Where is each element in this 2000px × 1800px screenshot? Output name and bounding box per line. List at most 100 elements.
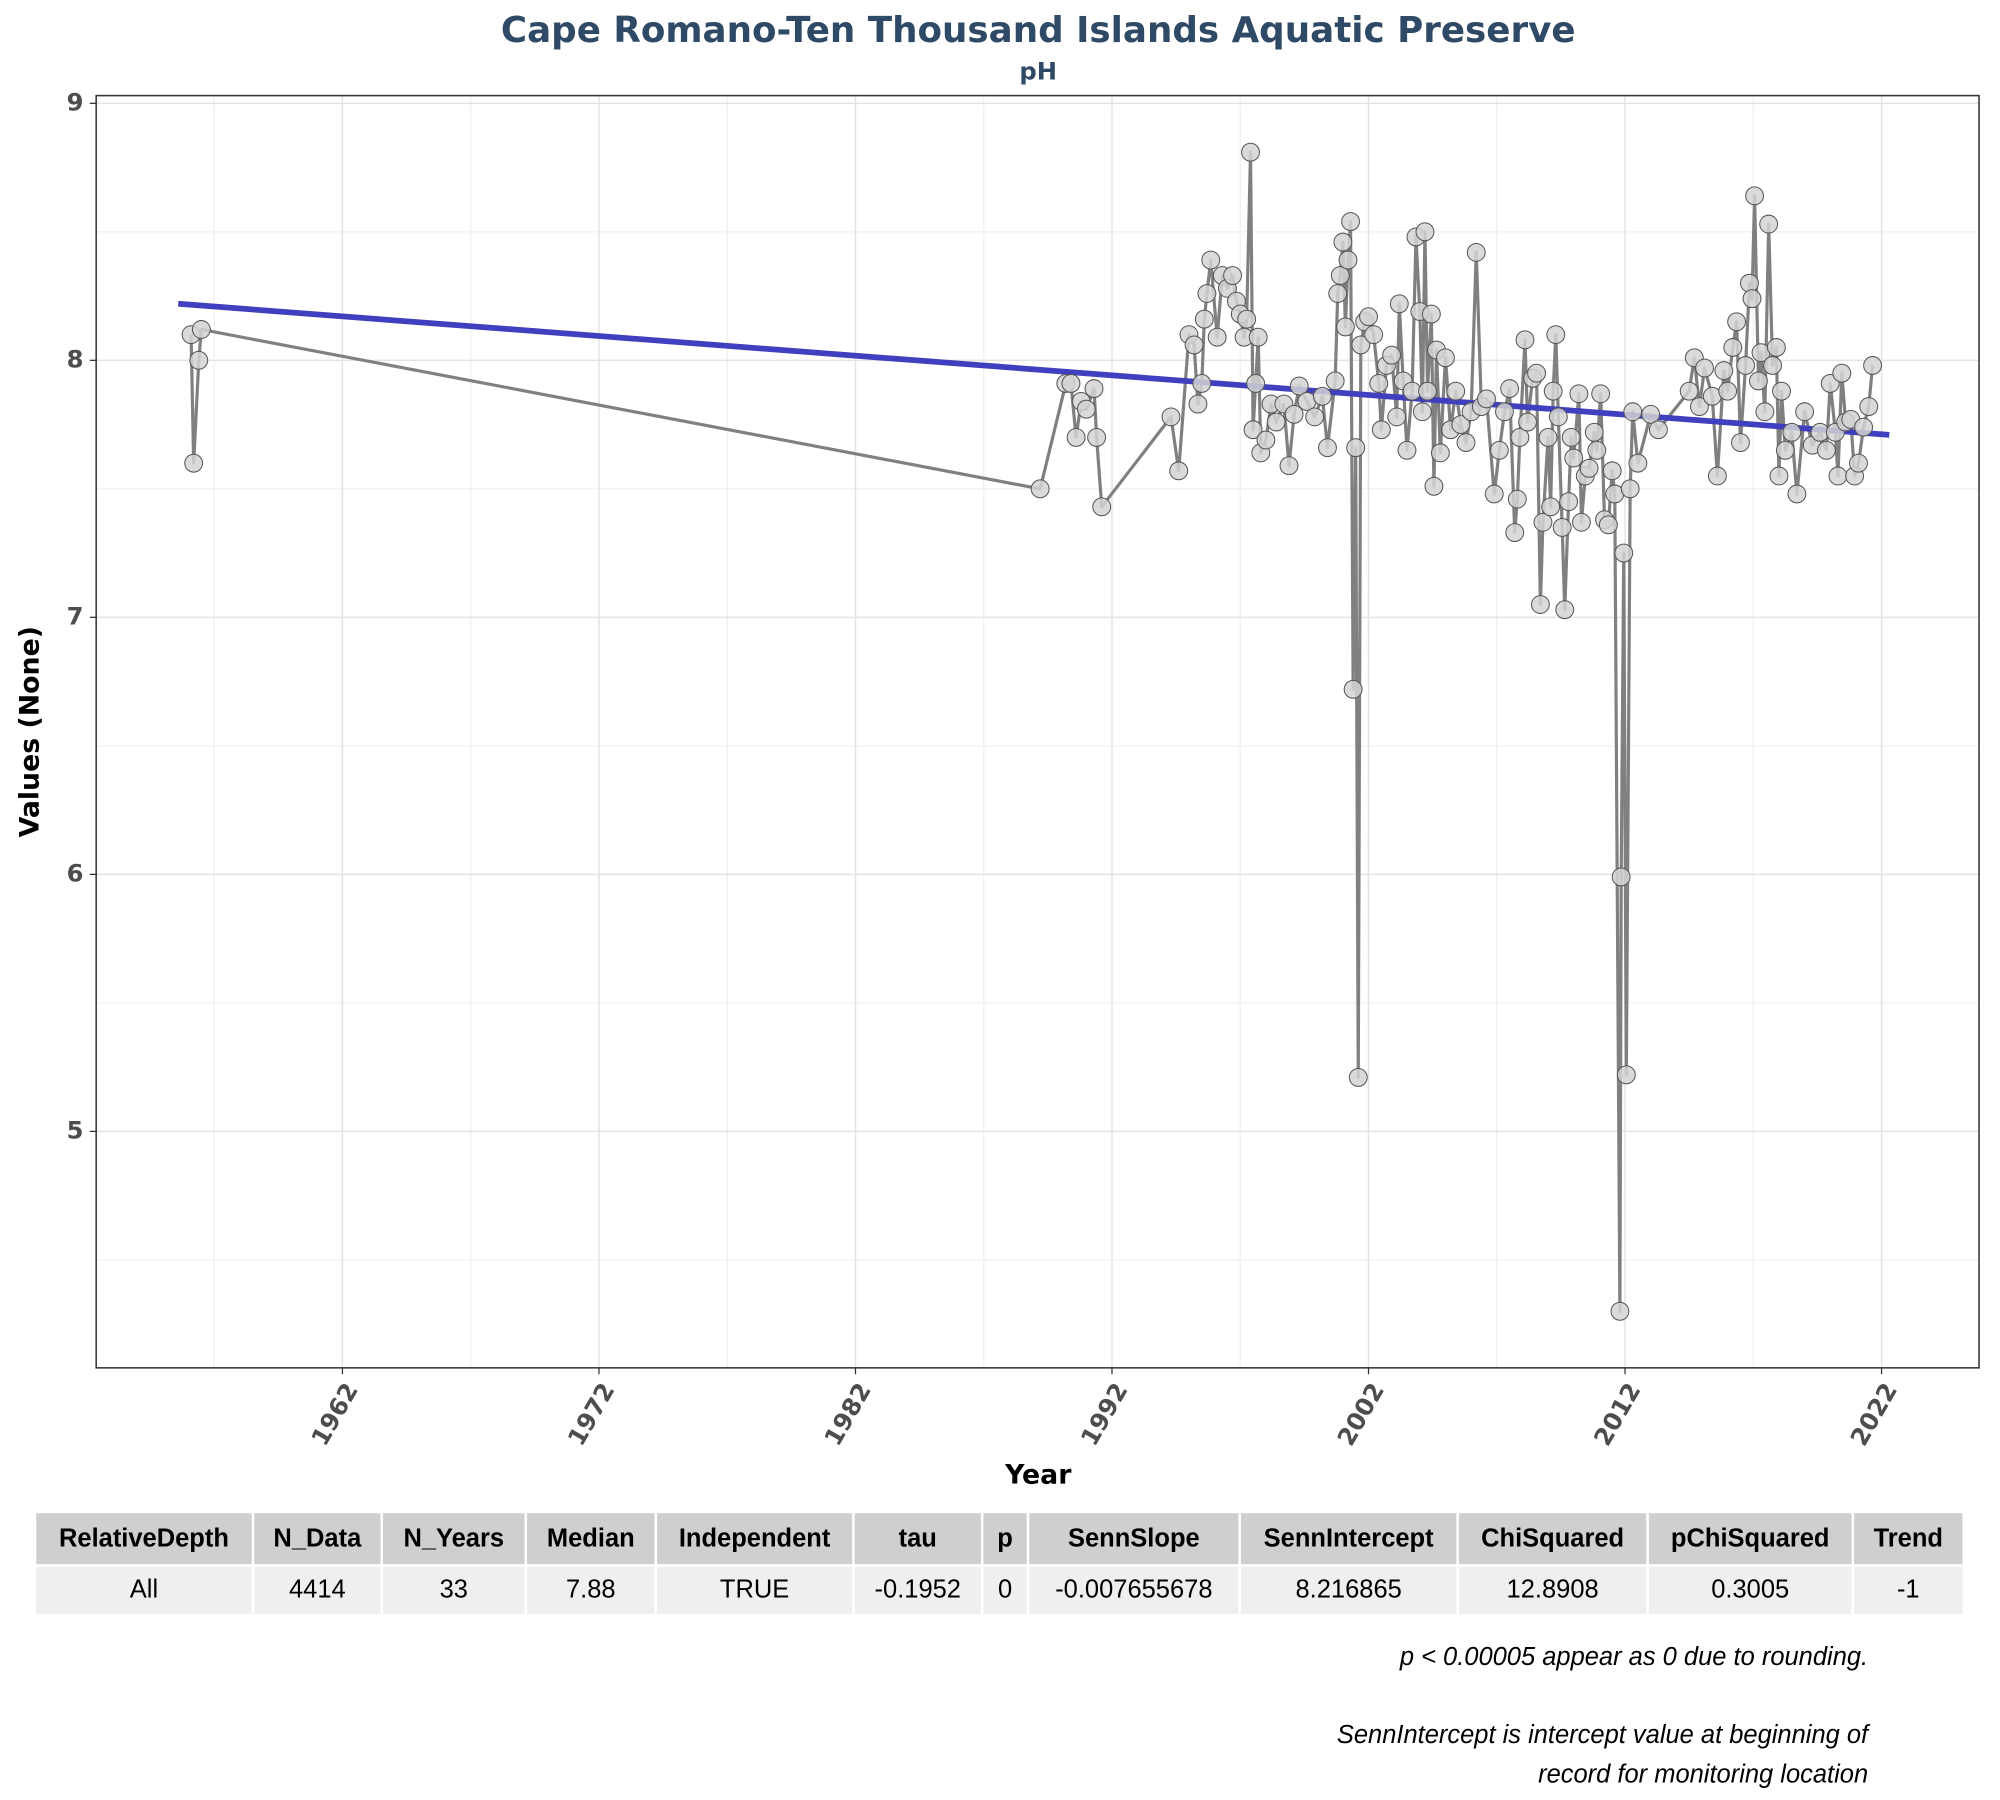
table-cell [657, 1566, 853, 1614]
data-point [1679, 381, 1699, 401]
data-point [1616, 1065, 1636, 1085]
data-point [1628, 453, 1648, 473]
data-point [1325, 371, 1345, 391]
data-point [1341, 212, 1360, 231]
cell-text: TRUE [720, 1576, 789, 1604]
data-point [1816, 440, 1836, 460]
data-point [1755, 402, 1775, 422]
header-cell [254, 1513, 381, 1565]
data-point [191, 320, 211, 339]
data-point [1859, 397, 1879, 417]
data-point [1740, 273, 1759, 293]
cell-text: -0.1952 [875, 1576, 961, 1604]
table-cell [1240, 1566, 1457, 1614]
data-point [1424, 476, 1444, 496]
cell-text: 0 [998, 1576, 1012, 1604]
data-point [1248, 327, 1268, 347]
table-cell [983, 1566, 1027, 1614]
data-point [1489, 440, 1509, 460]
data-point [1543, 381, 1563, 401]
data-point [1389, 294, 1409, 314]
header-cell [657, 1513, 853, 1565]
y-axis-label: Values (None) [15, 626, 46, 837]
data-point [1602, 461, 1622, 481]
data-point [1707, 466, 1727, 486]
data-point [1415, 222, 1435, 242]
trend-line [178, 300, 1890, 438]
data-point [1495, 402, 1514, 422]
footnote: p < 0.00005 appear as 0 due to rounding. [1399, 1643, 1868, 1671]
data-point [1328, 284, 1348, 303]
data-point [1371, 420, 1391, 440]
data-point [1527, 363, 1546, 383]
table-cell [1648, 1566, 1852, 1614]
data-point [1456, 433, 1476, 453]
data-point [189, 350, 209, 370]
data-point [1584, 422, 1604, 442]
data-point [1507, 489, 1527, 509]
header-cell [36, 1513, 252, 1565]
data-point [1559, 492, 1579, 512]
cell-text: 7.88 [566, 1576, 616, 1604]
data-point [1775, 440, 1795, 460]
data-point [1555, 600, 1575, 620]
data-point [1718, 381, 1738, 401]
data-point [1530, 595, 1550, 614]
data-point [1772, 381, 1791, 401]
data-point [1538, 428, 1558, 447]
header-label: Trend [1874, 1525, 1943, 1553]
data-point [1387, 407, 1407, 427]
header-cell [1648, 1513, 1852, 1565]
data-point [1207, 327, 1227, 347]
data-point [1748, 371, 1768, 391]
data-point [1723, 338, 1743, 357]
data-point [1510, 428, 1530, 447]
header-cell [1458, 1513, 1647, 1565]
data-point [1256, 430, 1276, 450]
y-tick-label: 7 [67, 602, 84, 630]
header-cell [1029, 1513, 1239, 1565]
data-point [1312, 386, 1332, 406]
data-point [1561, 428, 1581, 447]
header-label: RelativeDepth [59, 1525, 229, 1553]
header-label: ChiSquared [1481, 1525, 1624, 1553]
data-point [1695, 358, 1714, 378]
footnote: SennIntercept is intercept value at begi… [1337, 1721, 1871, 1749]
header-cell [383, 1513, 525, 1565]
data-point [1477, 389, 1496, 409]
table-cell [254, 1566, 381, 1614]
data-point [1736, 356, 1756, 375]
data-point [1614, 543, 1634, 563]
data-point [1364, 325, 1384, 345]
data-point [1610, 1301, 1630, 1321]
data-point [1397, 440, 1417, 460]
data-point [1689, 397, 1709, 417]
data-point [1351, 335, 1371, 355]
cell-text: 4414 [289, 1576, 346, 1604]
data-point [1579, 458, 1599, 478]
data-point [1500, 379, 1520, 399]
data-point [1284, 404, 1304, 424]
data-point [1611, 867, 1631, 887]
data-point [1795, 402, 1815, 422]
data-point [1161, 407, 1181, 427]
data-point [1571, 512, 1591, 532]
cell-text: 0.3005 [1711, 1576, 1789, 1604]
data-point [1759, 214, 1779, 234]
data-point [1623, 402, 1643, 422]
data-point [1066, 428, 1086, 447]
data-point [1505, 523, 1525, 542]
data-point [1591, 384, 1611, 404]
cell-text: 12.8908 [1507, 1576, 1599, 1604]
data-point [1382, 345, 1402, 365]
data-point [1359, 307, 1378, 327]
header-label: p [997, 1525, 1013, 1553]
header-cell [1240, 1513, 1457, 1565]
data-point [1335, 317, 1355, 337]
cell-text: 33 [440, 1576, 468, 1604]
data-point [1343, 679, 1363, 699]
data-point [1184, 335, 1204, 355]
y-tick-label: 6 [67, 859, 84, 887]
header-label: N_Data [273, 1525, 362, 1553]
data-point [1338, 250, 1358, 270]
